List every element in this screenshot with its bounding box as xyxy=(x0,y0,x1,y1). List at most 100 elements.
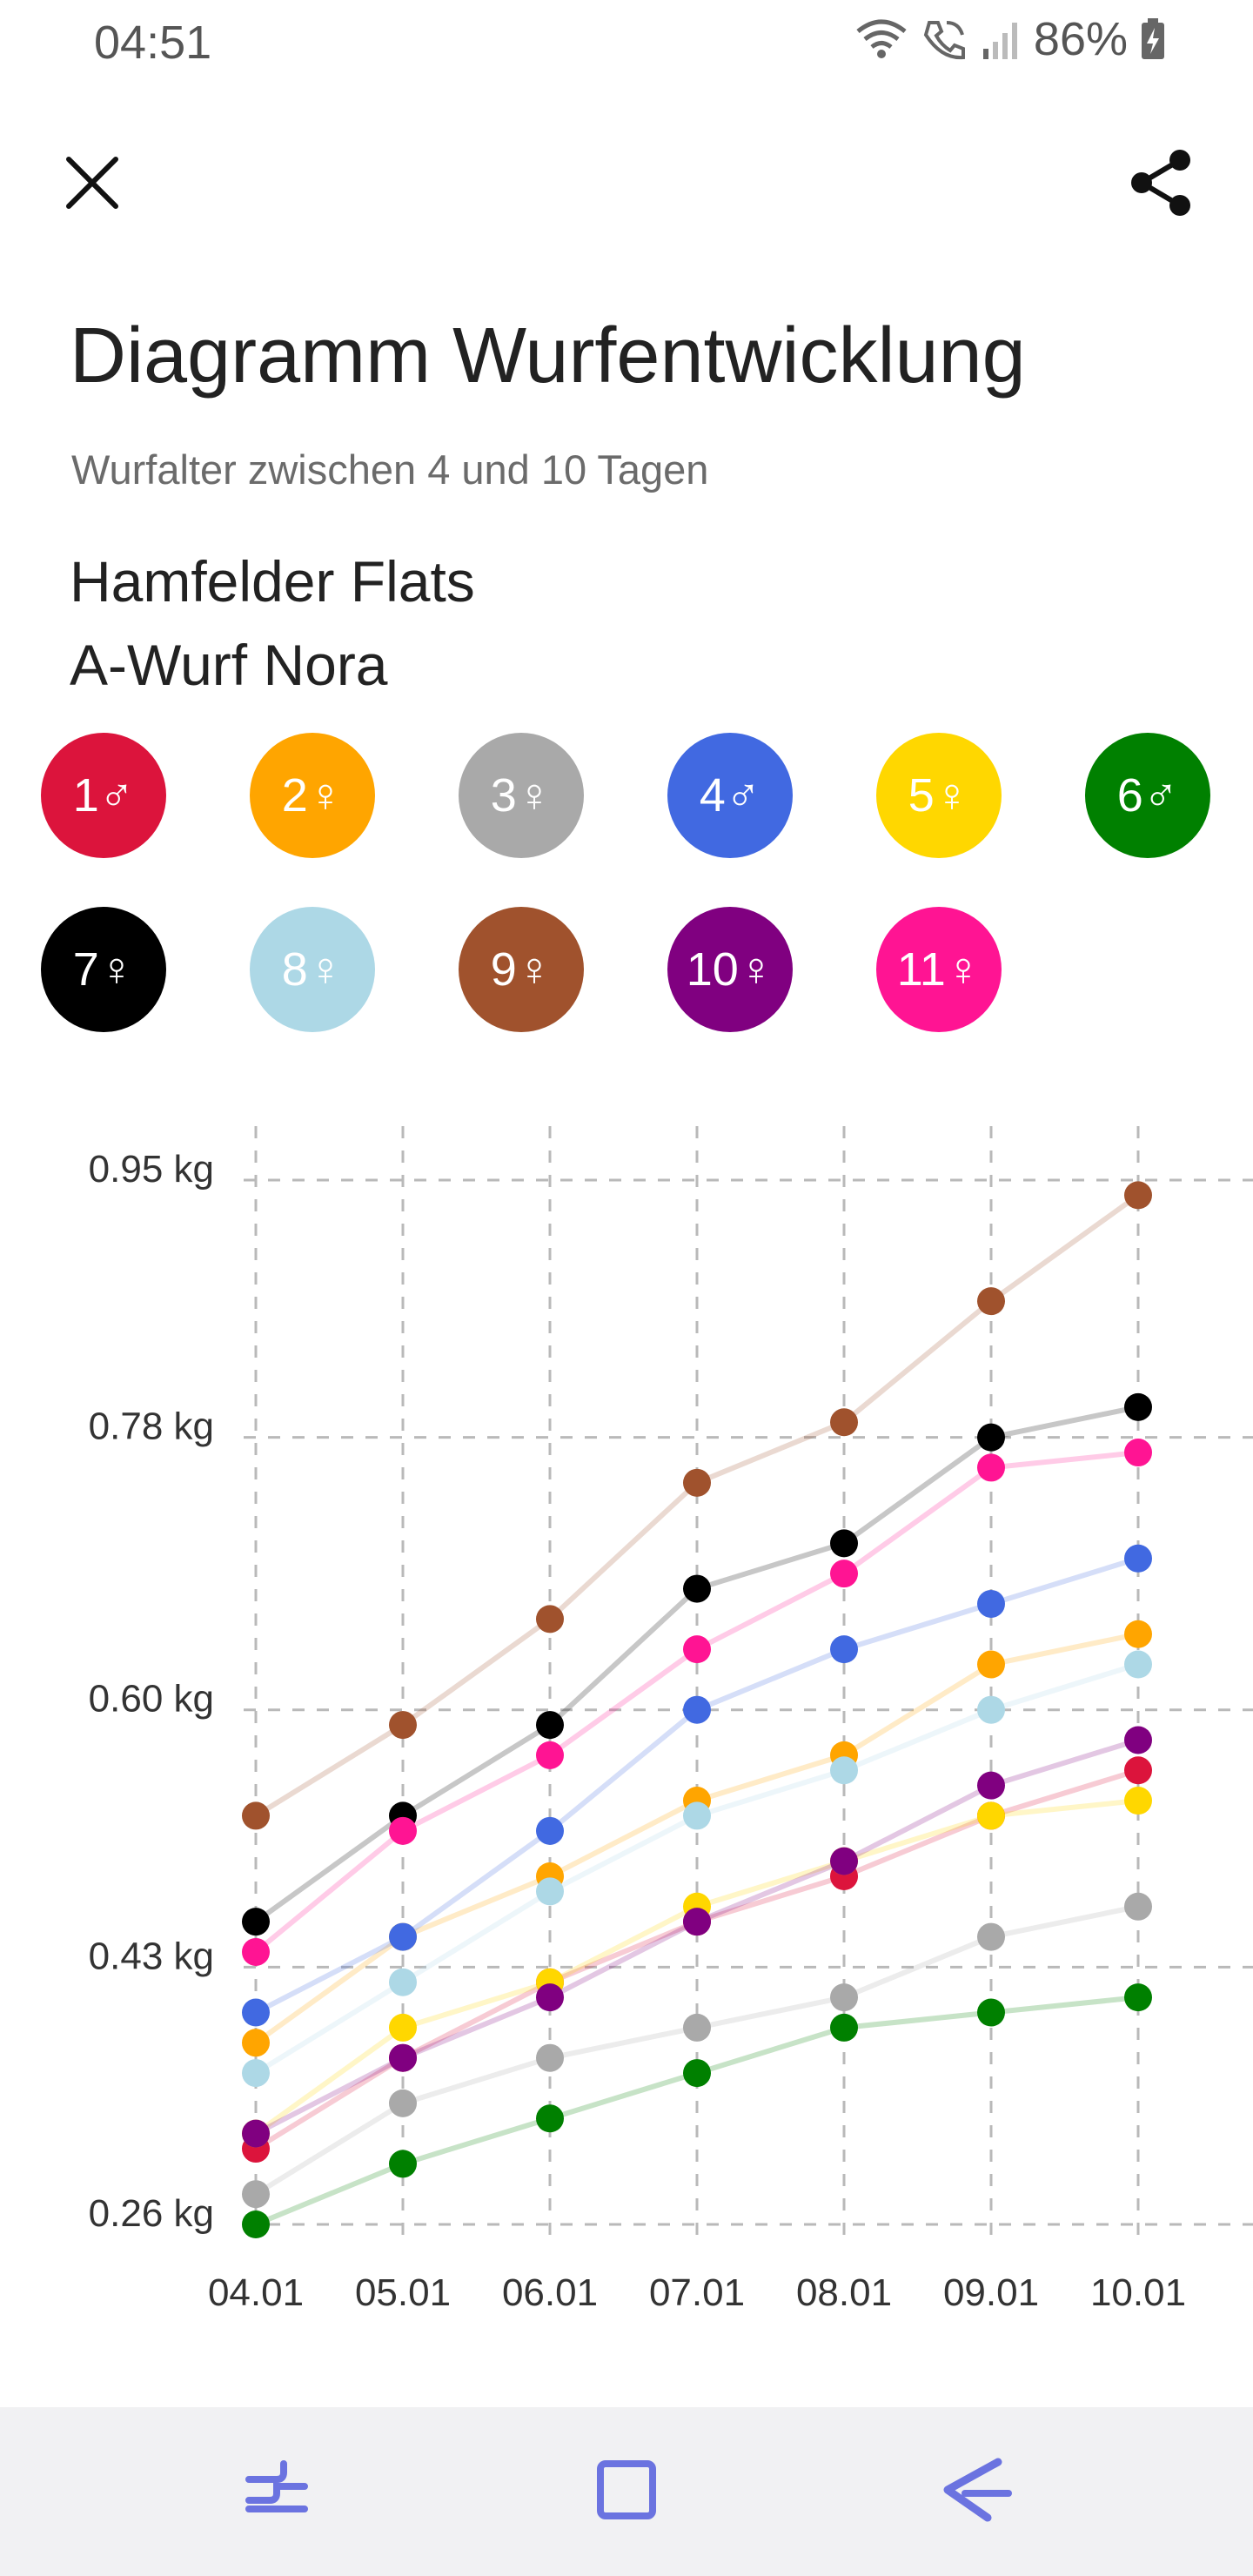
data-point xyxy=(242,2059,270,2088)
data-point xyxy=(242,2210,270,2238)
puppy-chip[interactable]: 8♀ xyxy=(250,907,375,1032)
data-point xyxy=(830,1560,858,1588)
recents-button[interactable] xyxy=(224,2442,329,2538)
puppy-chip[interactable]: 6♂ xyxy=(1085,733,1210,858)
page-subtitle: Wurfalter zwischen 4 und 10 Tagen xyxy=(71,446,709,493)
data-point xyxy=(242,1937,270,1966)
data-point xyxy=(683,1908,711,1936)
close-button[interactable] xyxy=(57,148,127,218)
data-point xyxy=(242,1801,270,1830)
x-tick-label: 10.01 xyxy=(1090,2271,1186,2314)
kennel-name: Hamfelder Flats xyxy=(70,549,475,614)
data-point xyxy=(830,1529,858,1558)
data-point xyxy=(683,2059,711,2088)
signal-icon xyxy=(982,23,1017,59)
status-bar: 04:51 86% xyxy=(0,0,1253,87)
puppy-chip[interactable]: 1♂ xyxy=(41,733,166,858)
wifi-call-icon xyxy=(923,21,965,60)
puppy-chip-list: 1♂ 2♀ 3♀ 4♂ 5♀ 6♂ 7♀ 8♀ 9♀ 10♀ 11♀ xyxy=(0,0,1253,1044)
puppy-chip[interactable]: 11♀ xyxy=(876,907,1002,1032)
home-button[interactable] xyxy=(574,2442,679,2538)
data-point xyxy=(389,1816,417,1845)
data-point xyxy=(389,1922,417,1951)
data-point xyxy=(536,1816,564,1845)
data-point xyxy=(977,1922,1005,1951)
data-point xyxy=(830,1756,858,1785)
data-point xyxy=(683,1574,711,1603)
status-time: 04:51 xyxy=(94,17,212,69)
x-tick-label: 07.01 xyxy=(649,2271,745,2314)
data-point xyxy=(830,1983,858,2012)
data-point xyxy=(830,1635,858,1664)
data-point xyxy=(977,1801,1005,1830)
wifi-icon xyxy=(856,19,907,58)
battery-charging-icon xyxy=(1142,18,1164,59)
data-point xyxy=(1124,1892,1152,1921)
puppy-chip[interactable]: 3♀ xyxy=(459,733,584,858)
battery-level: 86% xyxy=(1033,13,1128,65)
data-point xyxy=(1124,1756,1152,1785)
data-point xyxy=(1124,1983,1152,2012)
y-tick-label: 0.95 kg xyxy=(89,1148,214,1191)
data-point xyxy=(389,1711,417,1740)
data-point xyxy=(389,2150,417,2178)
data-point xyxy=(683,1695,711,1724)
data-point xyxy=(683,1635,711,1664)
data-point xyxy=(242,2029,270,2057)
data-point xyxy=(389,1968,417,1996)
page-title: Diagramm Wurfentwicklung xyxy=(70,312,1026,399)
data-point xyxy=(536,2043,564,2072)
toolbar xyxy=(0,131,1253,235)
puppy-chip[interactable]: 10♀ xyxy=(667,907,793,1032)
x-tick-label: 04.01 xyxy=(208,2271,304,2314)
data-point xyxy=(389,2043,417,2072)
data-point xyxy=(242,2119,270,2148)
data-point xyxy=(536,2104,564,2133)
data-point xyxy=(536,1711,564,1740)
data-point xyxy=(977,1650,1005,1679)
data-point xyxy=(683,1801,711,1830)
data-point xyxy=(1124,1544,1152,1573)
puppy-chip[interactable]: 9♀ xyxy=(459,907,584,1032)
share-button[interactable] xyxy=(1126,148,1196,218)
data-point xyxy=(977,1453,1005,1482)
y-tick-label: 0.60 kg xyxy=(89,1678,214,1721)
puppy-chip[interactable]: 4♂ xyxy=(667,733,793,858)
data-point xyxy=(977,1287,1005,1316)
data-point xyxy=(977,1423,1005,1452)
data-point xyxy=(683,2013,711,2042)
x-tick-label: 08.01 xyxy=(796,2271,892,2314)
data-point xyxy=(830,1408,858,1437)
data-point xyxy=(536,1983,564,2012)
data-point xyxy=(683,1468,711,1497)
weight-chart: 0.95 kg 0.78 kg 0.60 kg 0.43 kg 0.26 kg 04.01… xyxy=(89,1126,1253,2314)
puppy-chip[interactable]: 2♀ xyxy=(250,733,375,858)
data-point xyxy=(977,1589,1005,1618)
data-point xyxy=(1124,1650,1152,1679)
home-icon xyxy=(597,2460,656,2519)
data-point xyxy=(1124,1392,1152,1421)
data-point xyxy=(242,1998,270,2027)
x-tick-label: 09.01 xyxy=(943,2271,1039,2314)
data-point xyxy=(1124,1181,1152,1210)
data-point xyxy=(830,2013,858,2042)
data-point xyxy=(242,1908,270,1936)
puppy-chip[interactable]: 5♀ xyxy=(876,733,1002,858)
puppy-chip[interactable]: 7♀ xyxy=(41,907,166,1032)
data-point xyxy=(389,2013,417,2042)
data-point xyxy=(536,1741,564,1769)
back-button[interactable] xyxy=(924,2442,1029,2538)
data-point xyxy=(977,1998,1005,2027)
data-point xyxy=(536,1605,564,1633)
system-nav-bar xyxy=(0,2407,1253,2576)
data-point xyxy=(977,1771,1005,1800)
data-point xyxy=(1124,1726,1152,1754)
share-icon xyxy=(1131,150,1190,216)
close-icon xyxy=(66,157,118,209)
data-point xyxy=(242,2180,270,2209)
x-tick-label: 05.01 xyxy=(355,2271,451,2314)
data-point xyxy=(830,1847,858,1875)
data-point xyxy=(536,1877,564,1906)
recents-icon xyxy=(245,2460,308,2512)
y-tick-label: 0.43 kg xyxy=(89,1935,214,1977)
